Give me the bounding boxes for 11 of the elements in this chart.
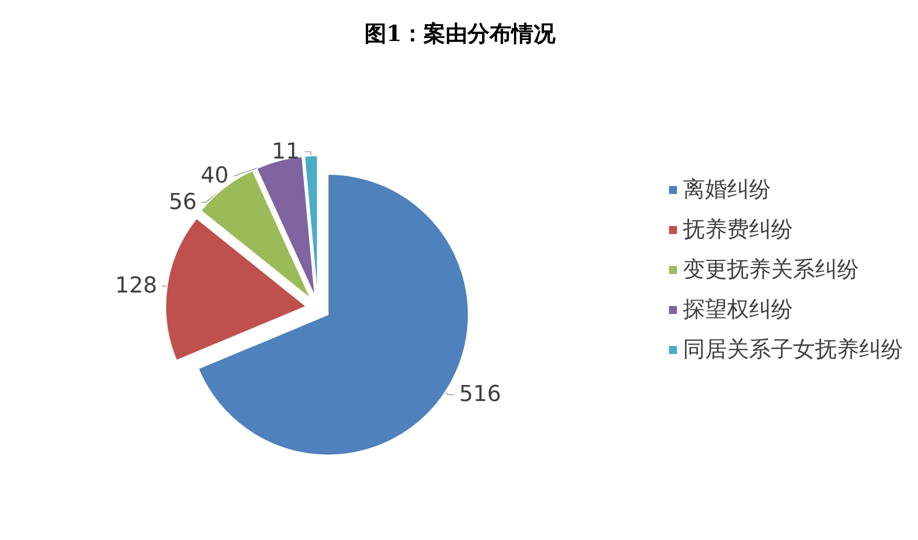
data-label: 40 [200,164,229,189]
legend-label: 同居关系子女抚养纠纷 [683,338,903,362]
data-label: 516 [459,382,502,408]
legend-label: 离婚纠纷 [683,178,771,202]
legend-label: 探望权纠纷 [683,298,793,322]
data-label: 56 [168,190,197,215]
data-label: 11 [272,139,300,164]
data-label: 128 [115,274,158,299]
chart-title: 图1：案由分布情况 [364,21,557,47]
legend-label: 变更抚养关系纠纷 [683,258,859,282]
legend-label: 抚养费纠纷 [682,218,793,242]
